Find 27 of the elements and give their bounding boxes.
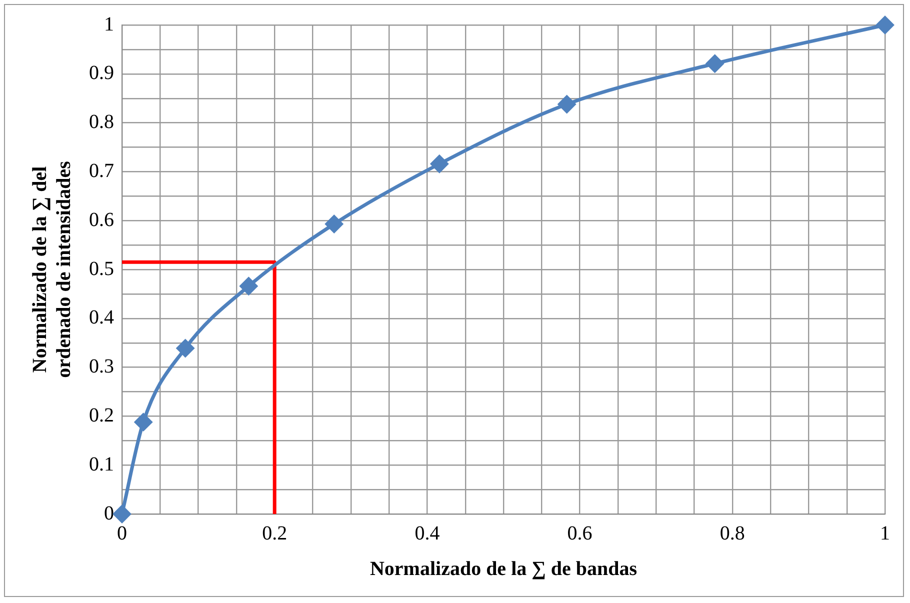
point <box>430 155 448 173</box>
y-tick-label: 0.4 <box>89 306 114 329</box>
y-tick-label: 0.6 <box>89 208 114 231</box>
point <box>876 16 894 34</box>
point <box>113 505 131 523</box>
x-tick-label: 0.6 <box>567 522 592 544</box>
point <box>558 95 576 113</box>
x-tick-label: 0.8 <box>720 522 745 544</box>
y-tick-label: 0.5 <box>89 258 114 280</box>
y-tick-label: 0.3 <box>89 356 114 378</box>
y-tick-label: 0.2 <box>89 404 114 426</box>
point <box>706 54 724 72</box>
x-tick-label: 0.4 <box>414 522 440 544</box>
point <box>240 277 258 295</box>
y-axis-title: Normalizado de la ∑ del ordenado de intensidades <box>29 160 76 378</box>
point <box>134 413 152 431</box>
point <box>176 339 194 357</box>
y-tick-label: 0 <box>104 502 114 524</box>
x-axis-title: Normalizado de la ∑ de bandas <box>370 558 638 580</box>
x-tick-label: 1 <box>880 522 890 544</box>
y-tick-label: 0.1 <box>89 453 114 476</box>
y-tick-label: 0.8 <box>89 111 114 134</box>
x-tick-label: 0.2 <box>262 522 288 544</box>
y-tick-label: 0.7 <box>89 160 114 182</box>
y-tick-label: 0.9 <box>89 62 114 84</box>
y-tick-label: 1 <box>104 13 114 36</box>
point <box>325 215 343 233</box>
